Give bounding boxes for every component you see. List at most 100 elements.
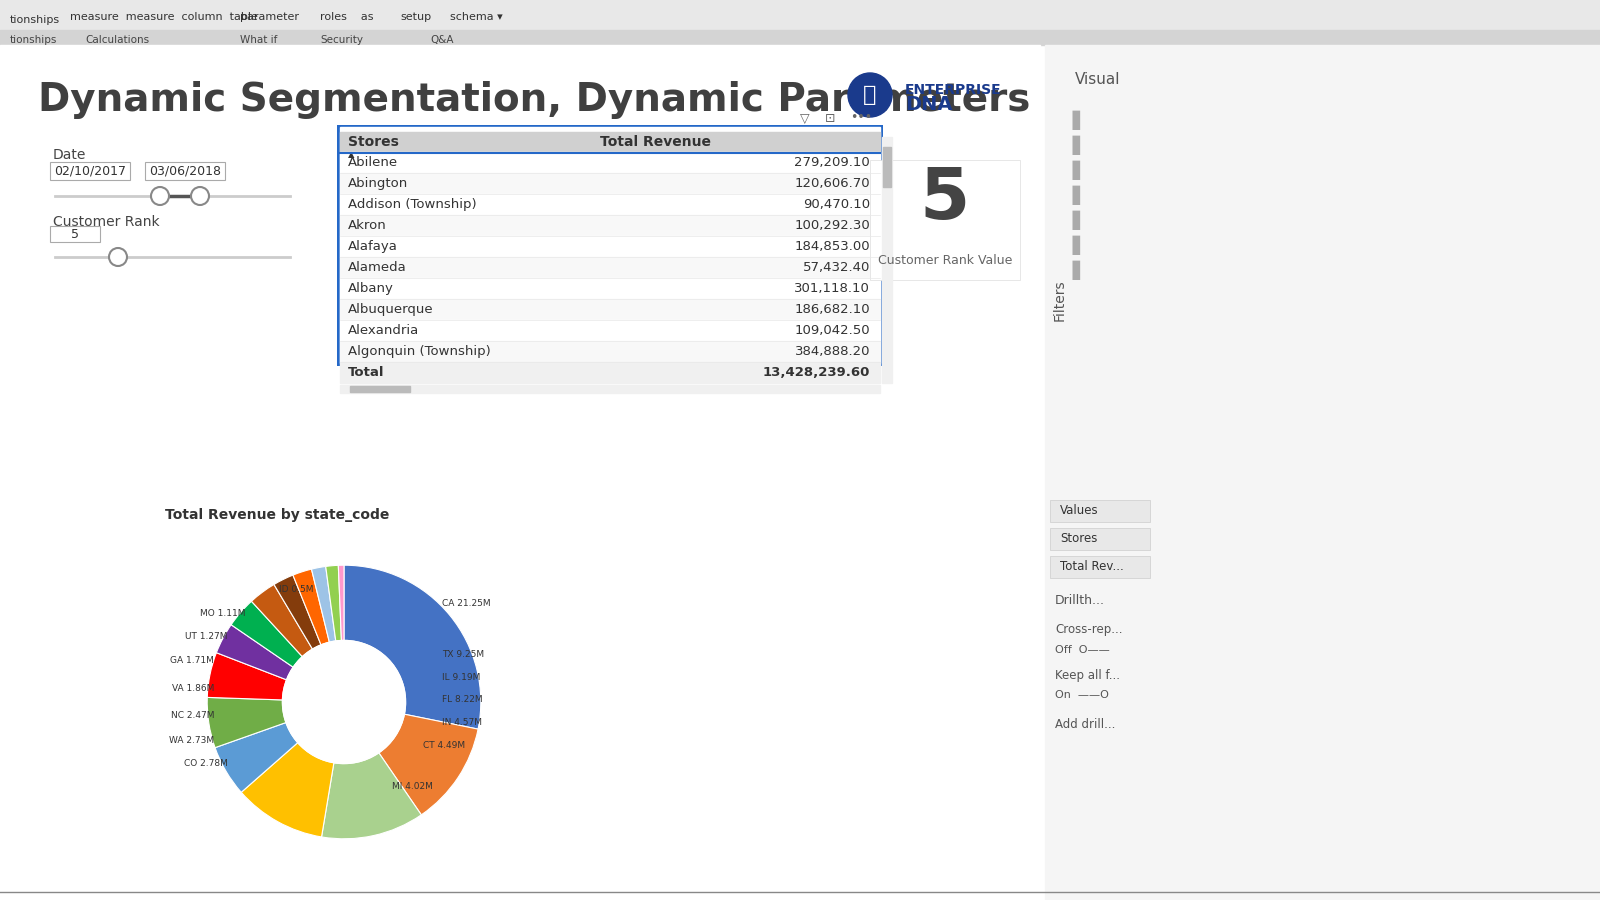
Text: 301,118.10: 301,118.10 (794, 282, 870, 295)
Text: MI 4.02M: MI 4.02M (392, 782, 432, 791)
Wedge shape (251, 584, 312, 657)
Wedge shape (230, 601, 302, 667)
Wedge shape (208, 698, 286, 748)
Text: Albuquerque: Albuquerque (349, 303, 434, 316)
Text: ▽: ▽ (800, 112, 810, 124)
Text: Keep all f...: Keep all f... (1054, 669, 1120, 681)
Bar (1050, 528, 1150, 550)
Bar (146, 162, 226, 180)
Wedge shape (216, 625, 293, 680)
Text: Q&A: Q&A (430, 35, 453, 45)
Bar (0, 45, 1040, 900)
Bar (0, 30, 1600, 45)
Text: ▲: ▲ (349, 150, 355, 159)
Text: setup: setup (400, 12, 430, 22)
Bar (50, 162, 130, 180)
Text: 100,292.30: 100,292.30 (794, 219, 870, 232)
Text: Cross-rep...: Cross-rep... (1054, 624, 1123, 636)
Text: 120,606.70: 120,606.70 (794, 177, 870, 190)
Text: Alafaya: Alafaya (349, 240, 398, 253)
Bar (883, 147, 891, 187)
Text: roles    as: roles as (320, 12, 373, 22)
Text: VA 1.86M: VA 1.86M (171, 684, 214, 693)
Text: 184,853.00: 184,853.00 (794, 240, 870, 253)
Wedge shape (242, 742, 334, 837)
Text: Abilene: Abilene (349, 156, 398, 169)
Text: Akron: Akron (349, 219, 387, 232)
Wedge shape (274, 575, 322, 649)
Bar (882, 137, 893, 383)
Text: Filters: Filters (1053, 279, 1067, 320)
Text: Customer Rank Value: Customer Rank Value (878, 254, 1013, 266)
Bar (339, 385, 880, 393)
Text: NC 2.47M: NC 2.47M (171, 711, 214, 720)
Text: 03/06/2018: 03/06/2018 (149, 165, 221, 177)
Bar (339, 257, 880, 278)
Text: 57,432.40: 57,432.40 (803, 261, 870, 274)
Text: CT 4.49M: CT 4.49M (424, 742, 466, 751)
Text: Customer Rank: Customer Rank (53, 215, 160, 229)
Text: tionships: tionships (10, 15, 61, 25)
Text: 🧬: 🧬 (864, 85, 877, 105)
Text: Values: Values (1059, 503, 1099, 517)
Text: DNA: DNA (906, 95, 952, 114)
Text: Visual: Visual (1075, 73, 1120, 87)
Text: What if: What if (240, 35, 277, 45)
Bar (350, 386, 410, 392)
Text: ▐: ▐ (1066, 235, 1080, 255)
Bar (338, 125, 883, 366)
Circle shape (150, 187, 170, 205)
Text: Abington: Abington (349, 177, 408, 190)
Text: ▐: ▐ (1066, 160, 1080, 180)
Text: ▐: ▐ (1066, 111, 1080, 130)
Text: Alameda: Alameda (349, 261, 406, 274)
Bar (50, 226, 99, 242)
Bar (339, 362, 880, 383)
Circle shape (109, 248, 126, 266)
Text: measure  measure  column  table: measure measure column table (70, 12, 258, 22)
Text: TX 9.25M: TX 9.25M (443, 650, 485, 659)
Bar (339, 132, 880, 153)
Circle shape (283, 641, 405, 763)
Bar (339, 194, 880, 215)
Wedge shape (293, 569, 330, 645)
Bar (870, 160, 1021, 280)
Text: CO 2.78M: CO 2.78M (184, 759, 227, 768)
Text: 02/10/2017: 02/10/2017 (54, 165, 126, 177)
Circle shape (190, 187, 210, 205)
Text: IN 4.57M: IN 4.57M (443, 718, 483, 727)
Text: Algonquin (Township): Algonquin (Township) (349, 345, 491, 358)
Bar (339, 173, 880, 194)
Text: MO 1.11M: MO 1.11M (200, 608, 245, 617)
Text: UT 1.27M: UT 1.27M (186, 632, 227, 641)
Wedge shape (338, 565, 344, 641)
Text: GA 1.71M: GA 1.71M (170, 656, 214, 665)
Bar (339, 278, 880, 299)
Bar (339, 299, 880, 320)
Text: FL 8.22M: FL 8.22M (443, 695, 483, 704)
Text: On  ——O: On ——O (1054, 690, 1109, 700)
Text: ▐: ▐ (1066, 185, 1080, 204)
Wedge shape (208, 652, 286, 700)
Circle shape (848, 73, 893, 117)
Bar (339, 341, 880, 362)
Text: ▐: ▐ (1066, 211, 1080, 230)
Text: Albany: Albany (349, 282, 394, 295)
Wedge shape (344, 565, 480, 729)
Text: 384,888.20: 384,888.20 (795, 345, 870, 358)
Text: 13,428,239.60: 13,428,239.60 (763, 366, 870, 379)
Bar (1050, 500, 1150, 522)
Text: Addison (Township): Addison (Township) (349, 198, 477, 211)
Text: Stores: Stores (349, 136, 398, 149)
Text: 90,470.10: 90,470.10 (803, 198, 870, 211)
Bar (1050, 556, 1150, 578)
Text: 109,042.50: 109,042.50 (794, 324, 870, 337)
Wedge shape (326, 565, 341, 641)
Text: Dynamic Segmentation, Dynamic Parameters: Dynamic Segmentation, Dynamic Parameters (38, 81, 1030, 119)
Wedge shape (322, 752, 421, 839)
Text: 186,682.10: 186,682.10 (794, 303, 870, 316)
Text: CA 21.25M: CA 21.25M (443, 599, 491, 608)
Text: Alexandria: Alexandria (349, 324, 419, 337)
Bar (339, 236, 880, 257)
Text: 279,209.10: 279,209.10 (794, 156, 870, 169)
